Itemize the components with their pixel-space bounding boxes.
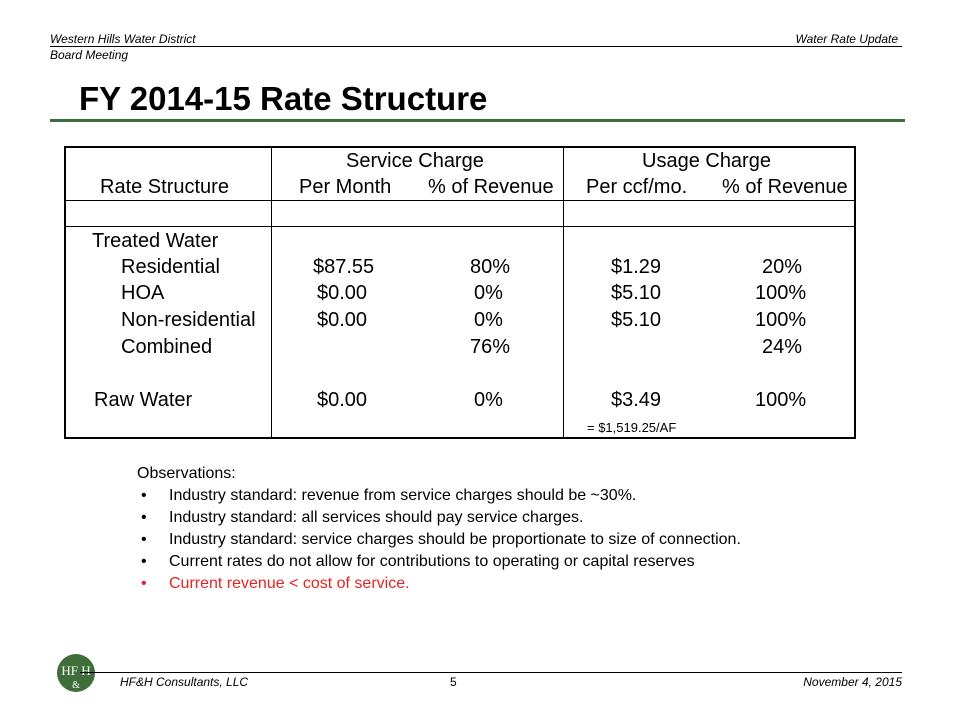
observations-heading: Observations: — [137, 465, 236, 482]
header-org: Western Hills Water District — [50, 32, 196, 46]
header-per-month: Per Month — [299, 176, 392, 198]
header-service-pct: % of Revenue — [428, 176, 554, 198]
hfh-logo: HF H & — [57, 654, 95, 692]
footer-date: November 4, 2015 — [803, 675, 902, 689]
usage-pct: 100% — [755, 309, 807, 331]
row-label: Combined — [121, 336, 213, 358]
row-label: Raw Water — [94, 389, 193, 411]
rate-structure-table: Service Charge Usage Charge Rate Structu… — [64, 146, 856, 439]
title-underline — [50, 119, 905, 122]
observation-item: Industry standard: revenue from service … — [137, 485, 817, 507]
footer-company: HF&H Consultants, LLC — [120, 675, 249, 689]
service-pct: 0% — [474, 389, 503, 411]
usage-pct: 100% — [755, 282, 807, 304]
usage-rate: $3.49 — [611, 389, 662, 411]
header-meeting: Board Meeting — [50, 48, 129, 62]
slide-title: FY 2014-15 Rate Structure — [79, 80, 488, 117]
observations-list: Industry standard: revenue from service … — [137, 485, 817, 595]
header-usage-charge: Usage Charge — [642, 150, 771, 172]
usage-rate: $1.29 — [611, 256, 662, 278]
row-label: Non-residential — [121, 309, 256, 331]
usage-pct: 20% — [762, 256, 803, 278]
row-label: Residential — [121, 256, 220, 278]
usage-rate: $5.10 — [611, 282, 662, 304]
header-topic: Water Rate Update — [795, 32, 899, 46]
row-label: Treated Water — [92, 230, 219, 252]
service-rate: $0.00 — [317, 282, 368, 304]
service-pct: 76% — [470, 336, 511, 358]
observation-item: Industry standard: all services should p… — [137, 507, 817, 529]
service-pct: 80% — [470, 256, 511, 278]
header-divider — [50, 46, 902, 47]
observation-item-highlight: Current revenue < cost of service. — [137, 573, 817, 595]
usage-pct: 24% — [762, 336, 803, 358]
header-rate-structure: Rate Structure — [100, 176, 229, 198]
table-vline-2 — [563, 148, 564, 437]
table-vline-1 — [271, 148, 272, 437]
header-usage-pct: % of Revenue — [722, 176, 848, 198]
header-per-ccf: Per ccf/mo. — [586, 176, 688, 198]
footer-divider — [80, 672, 902, 673]
header-service-charge: Service Charge — [346, 150, 484, 172]
logo-ampersand: & — [72, 680, 80, 691]
service-rate: $0.00 — [317, 389, 368, 411]
page-number: 5 — [450, 675, 457, 689]
observation-item: Industry standard: service charges shoul… — [137, 529, 817, 551]
acre-foot-note: = $1,519.25/AF — [587, 420, 677, 435]
table-hline-2 — [66, 226, 854, 227]
service-pct: 0% — [474, 282, 503, 304]
observation-item: Current rates do not allow for contribut… — [137, 551, 817, 573]
table-hline-1 — [66, 200, 854, 201]
usage-rate: $5.10 — [611, 309, 662, 331]
row-label: HOA — [121, 282, 165, 304]
service-rate: $87.55 — [313, 256, 375, 278]
service-rate: $0.00 — [317, 309, 368, 331]
usage-pct: 100% — [755, 389, 807, 411]
service-pct: 0% — [474, 309, 503, 331]
logo-letters: HF H — [61, 663, 90, 678]
